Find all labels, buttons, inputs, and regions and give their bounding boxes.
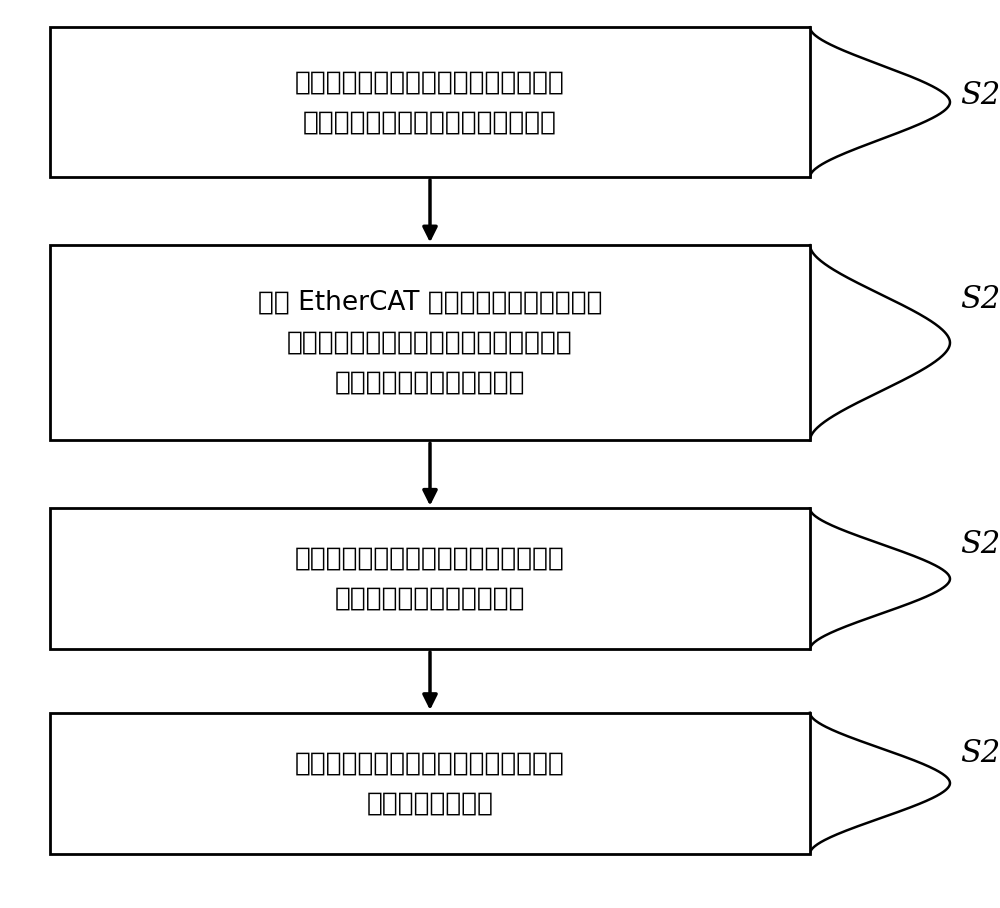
FancyBboxPatch shape	[50, 245, 810, 440]
Text: S24: S24	[960, 738, 1000, 769]
FancyBboxPatch shape	[50, 508, 810, 649]
Text: S22: S22	[960, 284, 1000, 315]
Text: 序列化从站设备配置文件类实例获得运
动控制卡配置文件: 序列化从站设备配置文件类实例获得运 动控制卡配置文件	[295, 750, 565, 816]
Text: 根据配置信息或经过修改的配置信息生
成从站设备配置文件类实例: 根据配置信息或经过修改的配置信息生 成从站设备配置文件类实例	[295, 546, 565, 612]
Text: S23: S23	[960, 529, 1000, 560]
Text: 获取 EtherCAT 总线上挂载的所有从站设
备所对应的描述文件类的实例，并从描述
文件类的实例提取配置信息: 获取 EtherCAT 总线上挂载的所有从站设 备所对应的描述文件类的实例，并从…	[258, 290, 602, 396]
FancyBboxPatch shape	[50, 27, 810, 177]
FancyBboxPatch shape	[50, 713, 810, 854]
Text: S21: S21	[960, 80, 1000, 111]
Text: 将运动控制卡支持的所有从站设备的描
述文件反序列化为描述文件类的实例: 将运动控制卡支持的所有从站设备的描 述文件反序列化为描述文件类的实例	[295, 69, 565, 135]
